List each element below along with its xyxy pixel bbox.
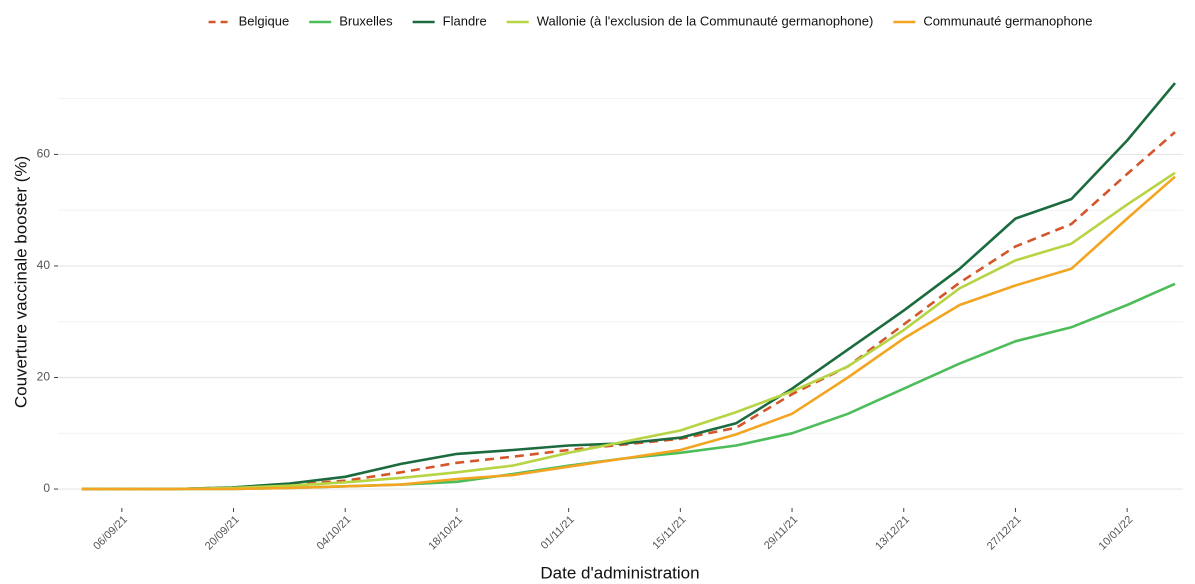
- legend-label: Flandre: [443, 13, 487, 28]
- y-tick-label: 40: [37, 258, 51, 272]
- x-tick-label: 15/11/21: [650, 514, 688, 552]
- line-series: [81, 131, 1176, 491]
- y-tick-label: 60: [37, 147, 51, 161]
- legend-label: Belgique: [239, 13, 290, 28]
- x-tick-label: 10/01/22: [1097, 514, 1136, 553]
- x-tick-label: 06/09/21: [91, 514, 130, 553]
- legend-label: Communauté germanophone: [923, 13, 1092, 28]
- x-tick-label: 20/09/21: [203, 514, 242, 553]
- y-axis-title: Couverture vaccinale booster (%): [11, 156, 30, 408]
- x-tick-label: 27/12/21: [985, 514, 1024, 553]
- x-tick-label: 18/10/21: [426, 514, 465, 553]
- x-tick-label: 29/11/21: [762, 514, 800, 552]
- legend: Belgique Bruxelles Flandre Wallonie (à l'ex…: [208, 13, 1092, 28]
- x-axis-title: Date d'administration: [540, 563, 699, 582]
- line-series: [81, 175, 1176, 491]
- x-tick-label: 13/12/21: [873, 514, 912, 553]
- x-tick-label: 01/11/21: [539, 514, 577, 552]
- legend-label: Wallonie (à l'exclusion de la Communauté…: [537, 13, 874, 28]
- y-tick-label: 0: [43, 481, 50, 495]
- y-tick-label: 20: [37, 370, 51, 384]
- line-series: [81, 171, 1176, 491]
- legend-label: Bruxelles: [339, 13, 393, 28]
- x-tick-label: 04/10/21: [315, 514, 354, 553]
